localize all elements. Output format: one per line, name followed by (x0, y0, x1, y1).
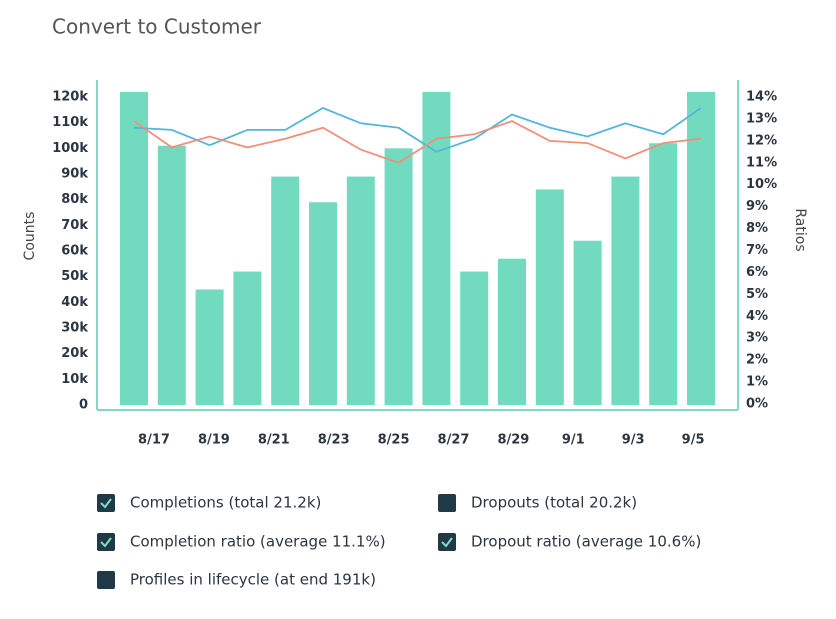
y-tick-label: 10k (61, 372, 88, 387)
y-tick-label: 100k (52, 141, 88, 156)
legend-checkbox[interactable] (438, 533, 456, 551)
x-tick-label: 8/27 (438, 433, 470, 448)
y-tick-label: 40k (61, 295, 88, 310)
legend-label: Completion ratio (average 11.1%) (130, 533, 386, 551)
y-tick-label: 60k (61, 244, 88, 259)
checkmark (100, 537, 112, 548)
bar (384, 148, 413, 406)
x-tick-label: 8/19 (198, 433, 230, 448)
y2-tick-label: 4% (746, 309, 768, 324)
y-tick-label: 0 (79, 398, 88, 413)
bar (649, 143, 678, 405)
legend-item[interactable]: Completion ratio (average 11.1%) (97, 533, 386, 552)
legend-item[interactable]: Completions (total 21.2k) (97, 494, 321, 513)
y2-tick-label: 13% (746, 111, 777, 126)
y-tick-label: 70k (61, 218, 88, 233)
bar (573, 240, 602, 405)
x-tick-label: 8/25 (378, 433, 410, 448)
y2-tick-label: 12% (746, 133, 777, 148)
legend-label: Completions (total 21.2k) (130, 494, 321, 512)
y2-tick-label: 6% (746, 265, 768, 280)
legend-label: Profiles in lifecycle (at end 191k) (130, 571, 376, 589)
legend-item[interactable]: Profiles in lifecycle (at end 191k) (97, 571, 376, 590)
x-tick-label: 8/21 (258, 433, 290, 448)
line (133, 107, 702, 153)
y2-tick-label: 10% (746, 177, 777, 192)
y-tick-label: 120k (52, 90, 88, 105)
bar (346, 176, 375, 405)
bar (120, 91, 148, 405)
y-tick-label: 20k (61, 346, 88, 361)
y-tick-label: 90k (61, 167, 88, 182)
y-tick-label: 30k (61, 321, 88, 336)
legend-checkbox[interactable] (97, 571, 115, 589)
y-tick-label: 110k (52, 115, 88, 130)
y2-tick-label: 9% (746, 199, 768, 214)
bar (498, 258, 526, 405)
x-tick-label: 8/17 (138, 433, 170, 448)
line (133, 120, 702, 164)
x-tick-label: 8/23 (318, 433, 350, 448)
checkmark (100, 498, 112, 509)
y2-tick-label: 8% (746, 221, 768, 236)
bar (271, 176, 300, 405)
bar (195, 289, 224, 405)
y2-tick-label: 14% (746, 90, 777, 105)
legend-checkbox[interactable] (97, 494, 115, 512)
chart-title: Convert to Customer (52, 15, 262, 39)
x-tick-label: 9/5 (682, 433, 705, 448)
x-tick-label: 8/29 (497, 433, 529, 448)
x-tick-label: 9/3 (622, 433, 645, 448)
legend-label: Dropout ratio (average 10.6%) (471, 533, 701, 551)
y2-tick-label: 0% (746, 397, 768, 412)
bar (460, 271, 489, 405)
legend-item[interactable]: Dropout ratio (average 10.6%) (438, 533, 701, 552)
x-tick-label: 9/1 (562, 433, 585, 448)
legend-label: Dropouts (total 20.2k) (471, 494, 637, 512)
y2-tick-label: 2% (746, 353, 768, 368)
bar (687, 91, 715, 405)
y2-tick-label: 3% (746, 331, 768, 346)
y-axis-label: Counts (22, 212, 38, 261)
checkmark (441, 537, 453, 548)
y2-axis-label: Ratios (792, 208, 808, 251)
y2-tick-label: 11% (746, 155, 777, 170)
y2-tick-label: 5% (746, 287, 768, 302)
y2-tick-label: 7% (746, 243, 768, 258)
legend-item[interactable]: Dropouts (total 20.2k) (438, 494, 637, 513)
legend-checkbox[interactable] (438, 494, 456, 512)
y-tick-label: 80k (61, 192, 88, 207)
bar (611, 176, 640, 405)
bar (157, 145, 186, 405)
bar (233, 271, 262, 405)
bar (535, 189, 564, 405)
y2-tick-label: 1% (746, 375, 768, 390)
y-tick-label: 50k (61, 269, 88, 284)
bar (309, 202, 337, 405)
legend-checkbox[interactable] (97, 533, 115, 551)
